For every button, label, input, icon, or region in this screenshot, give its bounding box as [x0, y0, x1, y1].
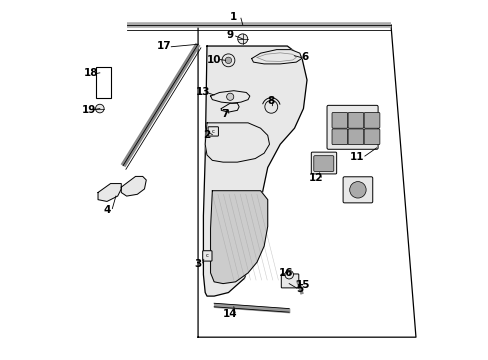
FancyBboxPatch shape: [331, 112, 347, 128]
Circle shape: [264, 100, 277, 113]
FancyBboxPatch shape: [343, 177, 372, 203]
Polygon shape: [251, 50, 301, 64]
FancyBboxPatch shape: [364, 112, 379, 128]
Polygon shape: [121, 176, 146, 196]
Text: 9: 9: [226, 30, 233, 40]
FancyBboxPatch shape: [326, 105, 377, 149]
Polygon shape: [210, 91, 249, 103]
Circle shape: [222, 54, 234, 67]
FancyBboxPatch shape: [203, 251, 212, 261]
FancyBboxPatch shape: [347, 112, 363, 128]
Circle shape: [285, 270, 293, 279]
Bar: [96, 67, 110, 98]
Polygon shape: [203, 46, 306, 296]
Text: 3: 3: [194, 259, 201, 269]
Text: 19: 19: [82, 105, 96, 115]
Text: c: c: [211, 129, 214, 134]
Text: 2: 2: [203, 130, 210, 140]
Text: 4: 4: [103, 205, 110, 215]
Text: 13: 13: [196, 87, 210, 98]
FancyBboxPatch shape: [311, 152, 336, 174]
Text: 7: 7: [221, 109, 228, 119]
Text: 1: 1: [230, 13, 237, 22]
FancyBboxPatch shape: [281, 274, 298, 288]
FancyBboxPatch shape: [364, 129, 379, 145]
Text: 6: 6: [301, 52, 308, 62]
Text: 5: 5: [296, 284, 303, 294]
Circle shape: [225, 57, 231, 64]
Text: 14: 14: [223, 309, 237, 319]
Text: 11: 11: [349, 152, 364, 162]
FancyBboxPatch shape: [313, 156, 333, 171]
Polygon shape: [205, 123, 269, 162]
Circle shape: [95, 104, 104, 113]
Text: 18: 18: [83, 68, 98, 78]
Text: 10: 10: [206, 55, 221, 65]
Circle shape: [237, 34, 247, 44]
Polygon shape: [221, 103, 239, 112]
Text: 15: 15: [296, 280, 310, 291]
Polygon shape: [98, 184, 121, 202]
Text: c: c: [205, 253, 208, 258]
FancyBboxPatch shape: [207, 127, 218, 136]
Text: 12: 12: [308, 173, 323, 183]
Text: 17: 17: [157, 41, 171, 51]
FancyBboxPatch shape: [331, 129, 347, 145]
Text: 8: 8: [267, 96, 274, 107]
Circle shape: [349, 181, 366, 198]
Polygon shape: [210, 191, 267, 284]
Text: 16: 16: [278, 268, 292, 278]
Circle shape: [226, 93, 233, 100]
FancyBboxPatch shape: [347, 129, 363, 145]
